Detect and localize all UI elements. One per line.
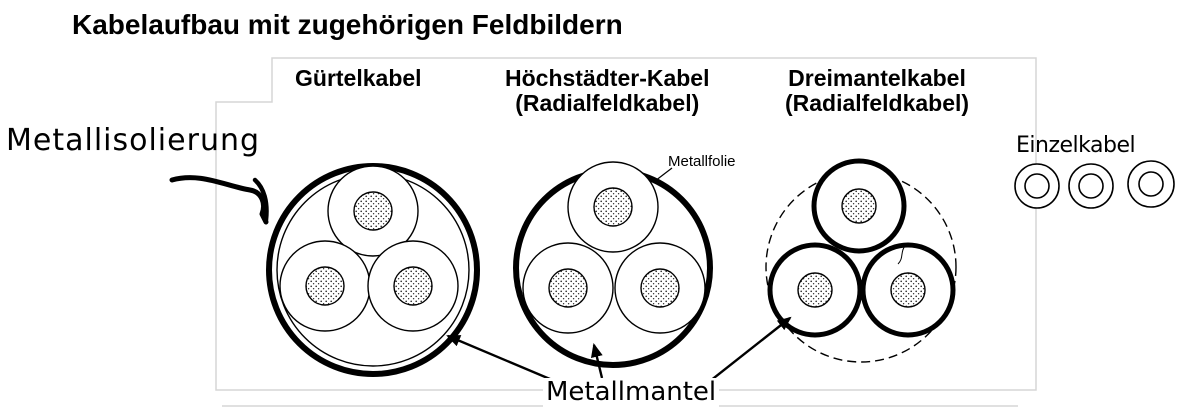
label-metallfolie: Metallfolie — [668, 153, 736, 170]
dreimantel-dashed-envelope — [765, 171, 957, 363]
guertelkabel-cross-section — [266, 163, 480, 377]
dreimantelkabel-cross-section — [765, 158, 957, 363]
cable-heading-guertelkabel: Gürtelkabel — [295, 65, 422, 91]
label-metallisolierung: Metallisolierung — [6, 123, 261, 158]
einzelkabel-icons — [1014, 160, 1175, 209]
label-einzelkabel: Einzelkabel — [1016, 133, 1136, 158]
metallfolie-leader — [654, 167, 673, 182]
cable-heading-subline: (Radialfeldkabel) — [785, 90, 970, 117]
metallisolierung-arrow — [169, 175, 269, 225]
metallmantel-arrow-middle — [590, 343, 604, 379]
hoechstaedter-kabel-cross-section — [513, 161, 713, 368]
cable-heading-line: Höchstädter-Kabel — [505, 65, 710, 91]
metallmantel-arrow-right — [704, 316, 792, 386]
metallmantel-arrow-left — [446, 334, 558, 384]
cable-heading-line: Gürtelkabel — [295, 65, 422, 91]
cable-heading-hoechstaedter: Höchstädter-Kabel (Radialfeldkabel) — [505, 65, 710, 117]
cable-heading-line: Dreimantelkabel — [788, 65, 966, 91]
figure-frame — [215, 57, 1037, 391]
cable-heading-subline: (Radialfeldkabel) — [515, 90, 700, 117]
page-title: Kabelaufbau mit zugehörigen Feldbildern — [72, 9, 623, 40]
cable-heading-dreimantelkabel: Dreimantelkabel (Radialfeldkabel) — [785, 65, 970, 117]
label-metallmantel: Metallmantel — [543, 378, 720, 407]
